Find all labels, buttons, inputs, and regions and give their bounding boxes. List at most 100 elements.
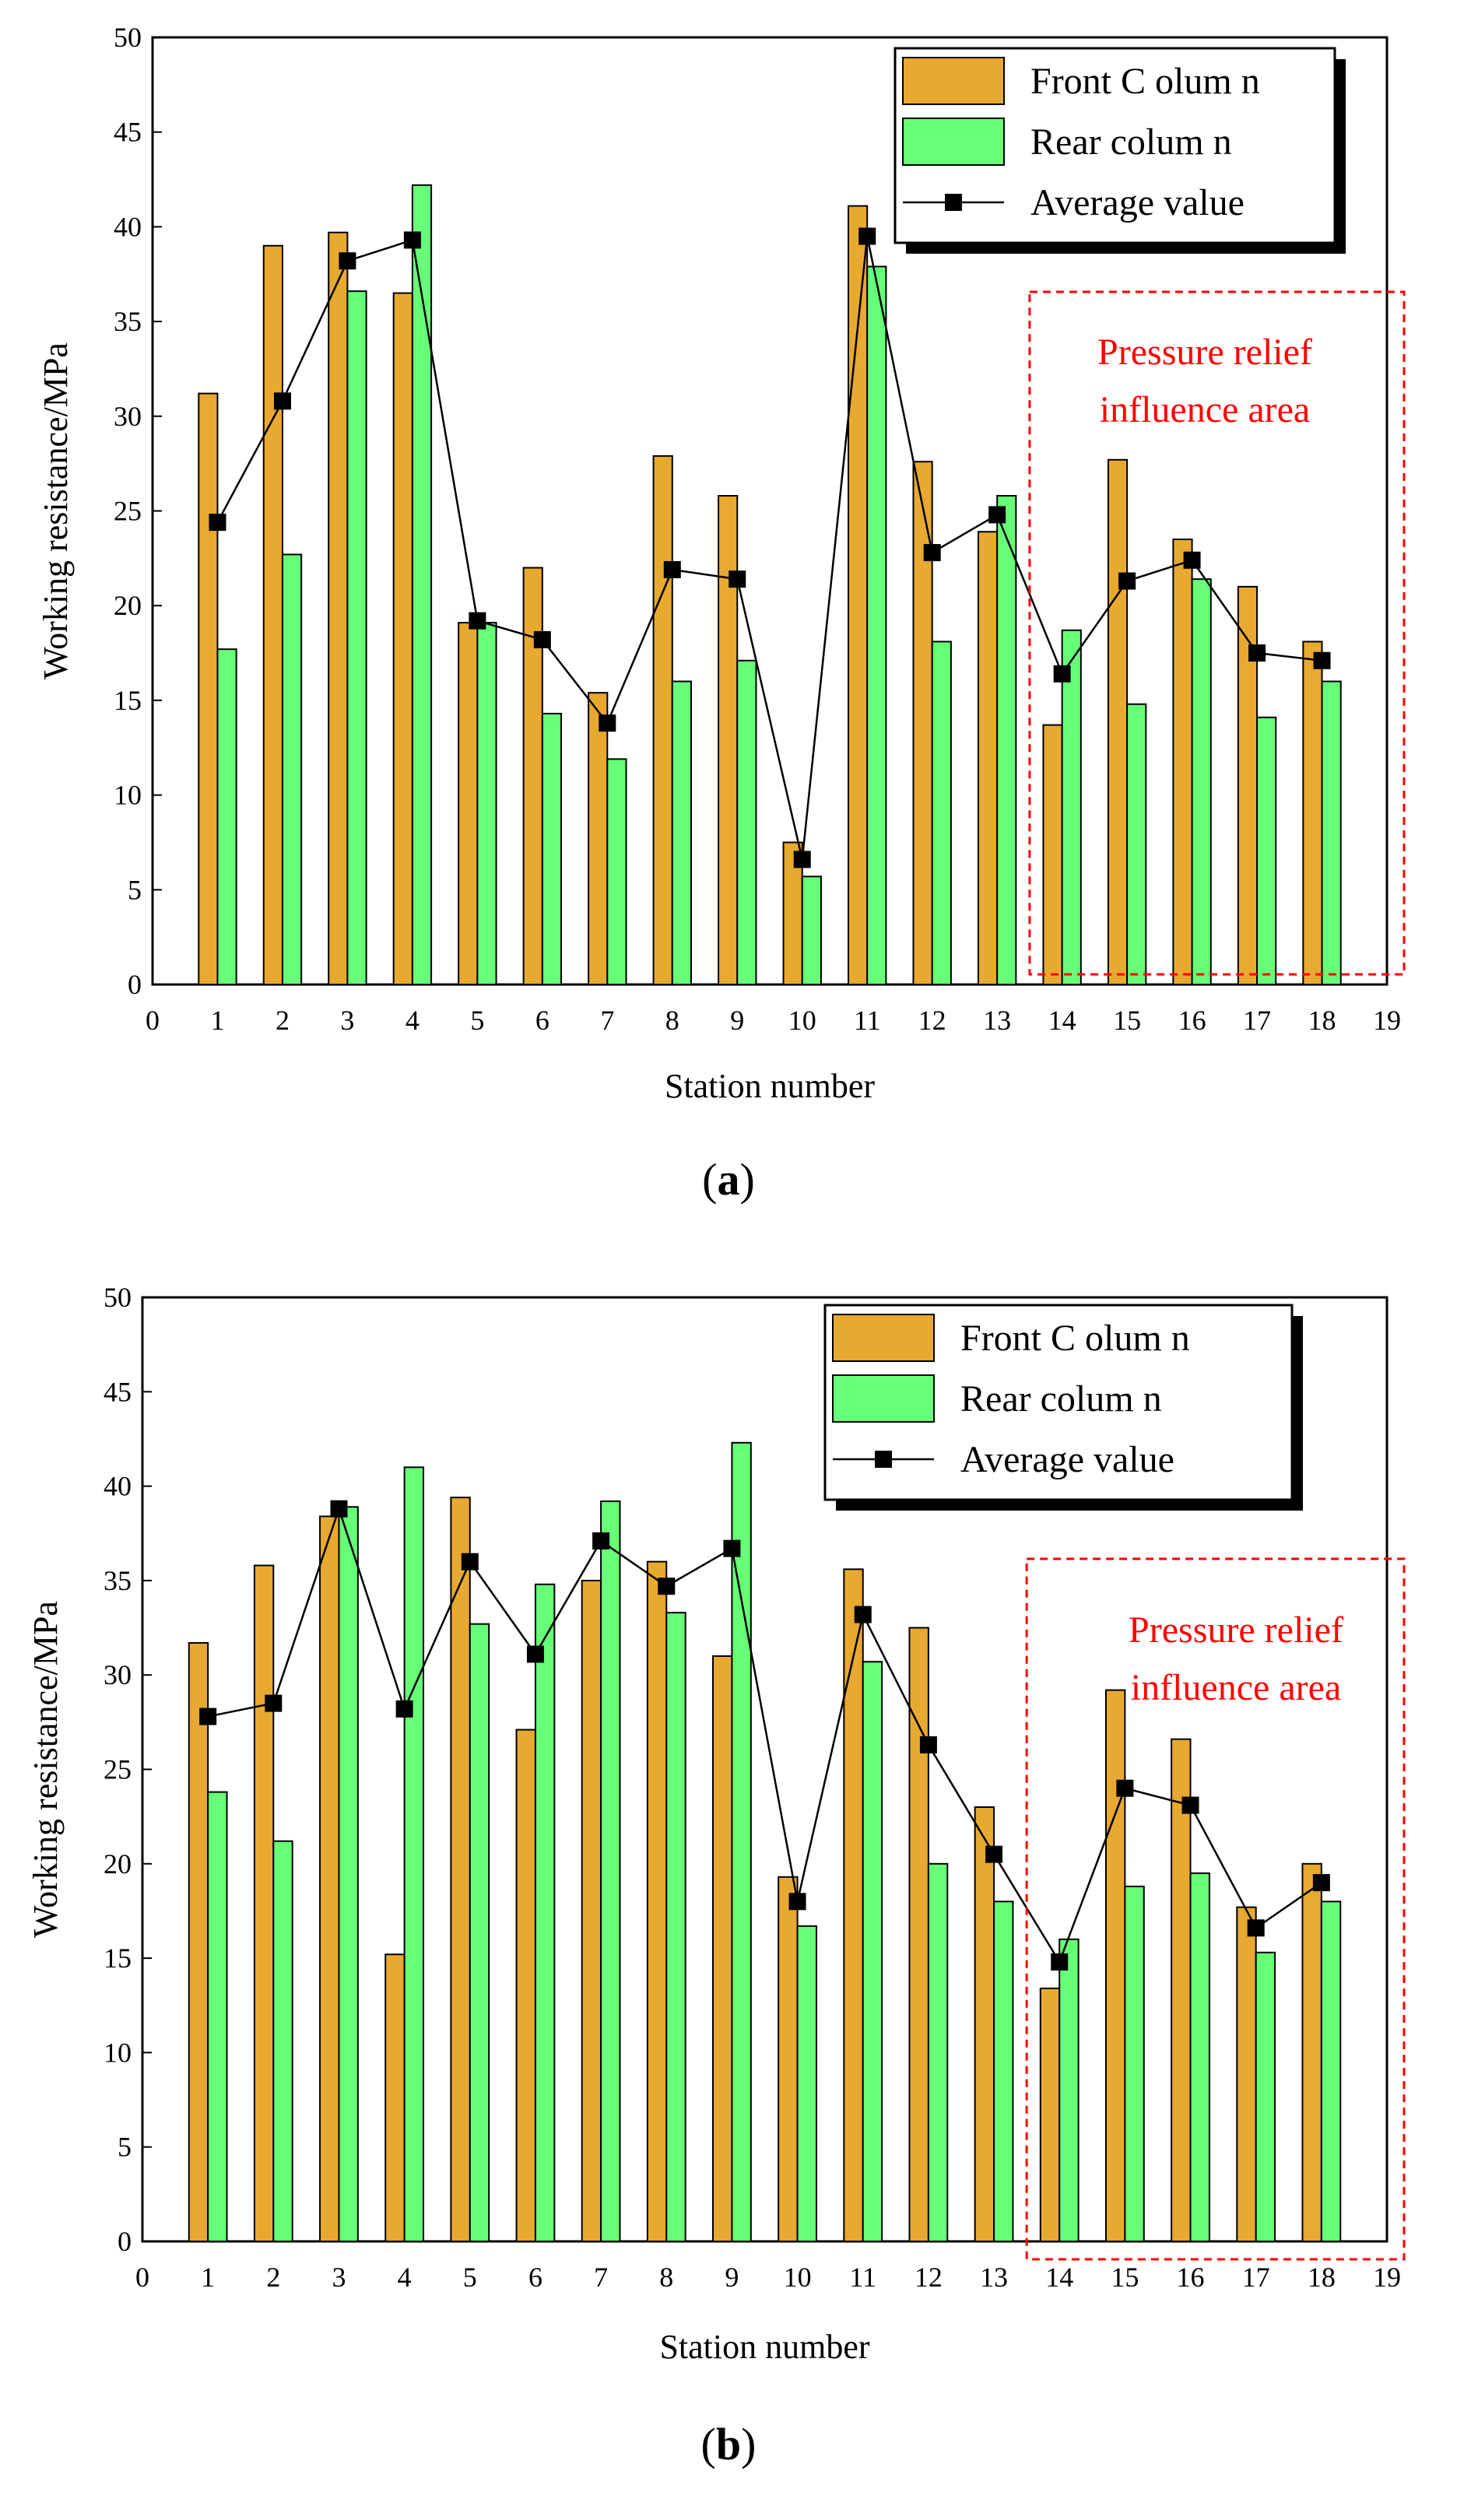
average-value-marker: [592, 1532, 610, 1550]
y-tick-label: 0: [118, 2226, 132, 2257]
front-column-bar: [515, 1729, 536, 2242]
front-column-bar: [458, 622, 479, 986]
x-tick-label: 6: [535, 1005, 549, 1036]
pressure-relief-region: [1025, 1557, 1406, 2261]
y-tick-label: 0: [128, 969, 142, 1000]
x-tick-label: 9: [725, 2262, 739, 2293]
rear-column-bar: [862, 1661, 883, 2242]
x-tick-label: 16: [1178, 1005, 1206, 1036]
rear-column-bar: [796, 1925, 817, 2242]
front-column-bar: [974, 1806, 995, 2242]
front-column-bar: [198, 392, 219, 986]
rear-column-bar: [346, 290, 367, 985]
front-column-bar: [450, 1497, 471, 2242]
average-value-marker: [533, 631, 551, 649]
front-column-bar: [718, 495, 739, 985]
y-axis-title: Working resistance/MPa: [37, 342, 75, 679]
x-tick-label: 7: [600, 1005, 614, 1036]
average-value-marker: [1183, 551, 1201, 569]
average-value-marker: [1051, 1953, 1069, 1971]
y-tick-label: 5: [128, 874, 142, 905]
x-tick-label: 4: [398, 2262, 412, 2293]
x-tick-label: 17: [1243, 1005, 1271, 1036]
legend-label-average: Average value: [1030, 182, 1245, 223]
front-column-bar: [646, 1560, 668, 2242]
front-column-bar: [908, 1627, 929, 2243]
x-tick-label: 4: [406, 1005, 420, 1036]
average-value-marker: [265, 1694, 283, 1712]
rear-column-bar: [1059, 1938, 1080, 2243]
average-value-marker: [209, 514, 226, 532]
y-tick-label: 50: [114, 22, 142, 53]
average-value-marker: [793, 851, 811, 869]
y-tick-label: 50: [104, 1282, 132, 1313]
rear-column-bar: [541, 712, 563, 985]
rear-column-bar: [665, 1612, 686, 2243]
average-value-marker: [788, 1893, 806, 1911]
panel-caption: (a): [702, 1154, 755, 1205]
rear-column-bar: [1061, 629, 1082, 985]
rear-column-bar: [731, 1441, 752, 2242]
front-column-bar: [188, 1641, 209, 2242]
average-value-marker: [469, 612, 486, 630]
y-tick-label: 35: [104, 1565, 132, 1596]
rear-column-bar: [866, 265, 887, 986]
average-value-marker: [919, 1736, 937, 1753]
rear-column-bar: [1126, 703, 1147, 985]
front-column-bar: [1107, 458, 1129, 985]
rear-column-bar: [736, 659, 757, 985]
influence-area-label: influence area: [1131, 1667, 1341, 1708]
x-tick-label: 11: [854, 1005, 881, 1036]
average-value-marker: [330, 1500, 348, 1518]
average-value-marker: [1247, 1919, 1265, 1937]
rear-column-bar: [1189, 1872, 1210, 2242]
average-value-marker: [988, 506, 1006, 524]
rear-column-bar: [606, 758, 627, 985]
x-tick-label: 14: [1045, 2262, 1073, 2293]
x-tick-label: 15: [1113, 1005, 1141, 1036]
x-tick-label: 5: [463, 2262, 477, 2293]
y-tick-label: 20: [114, 590, 142, 621]
front-column-bar: [1171, 1738, 1192, 2243]
x-tick-label: 1: [201, 2262, 215, 2293]
front-column-bar: [253, 1564, 275, 2242]
legend-swatch-front: [902, 57, 1005, 105]
front-column-bar: [1039, 1987, 1061, 2243]
rear-column-bar: [207, 1791, 228, 2243]
rear-column-bar: [534, 1583, 556, 2242]
legend-swatch-average-marker: [875, 1451, 892, 1468]
panel-caption-letter: b: [716, 2419, 741, 2469]
x-tick-label: 0: [135, 2262, 149, 2293]
y-tick-label: 10: [114, 780, 142, 811]
average-value-marker: [1248, 644, 1266, 662]
rear-column-bar: [1124, 1885, 1145, 2243]
x-tick-label: 3: [332, 2262, 346, 2293]
front-column-bar: [843, 1568, 864, 2242]
front-column-bar: [1302, 641, 1323, 985]
influence-area-label: influence area: [1100, 389, 1310, 430]
legend-swatch-rear: [832, 1374, 935, 1423]
x-axis-title: Station number: [659, 2328, 869, 2366]
x-tick-label: 11: [849, 2262, 876, 2293]
legend-label-average: Average value: [960, 1439, 1174, 1480]
front-column-bar: [262, 244, 283, 985]
average-value-marker: [403, 231, 421, 249]
rear-column-bar: [600, 1500, 621, 2243]
x-tick-label: 2: [276, 1005, 290, 1036]
average-value-line: [216, 236, 1322, 860]
y-tick-label: 15: [114, 685, 142, 716]
average-value-marker: [985, 1845, 1003, 1863]
legend-swatch-average-marker: [945, 194, 962, 211]
average-value-marker: [858, 227, 876, 245]
rear-column-bar: [338, 1506, 359, 2242]
average-value-marker: [1116, 1779, 1134, 1797]
rear-column-bar: [1191, 578, 1212, 985]
x-tick-label: 10: [784, 2262, 812, 2293]
x-tick-label: 1: [210, 1005, 224, 1036]
y-tick-label: 45: [114, 117, 142, 148]
x-tick-label: 19: [1373, 2262, 1401, 2293]
average-value-marker: [854, 1606, 872, 1623]
front-column-bar: [384, 1953, 406, 2243]
y-tick-label: 10: [104, 2037, 132, 2068]
